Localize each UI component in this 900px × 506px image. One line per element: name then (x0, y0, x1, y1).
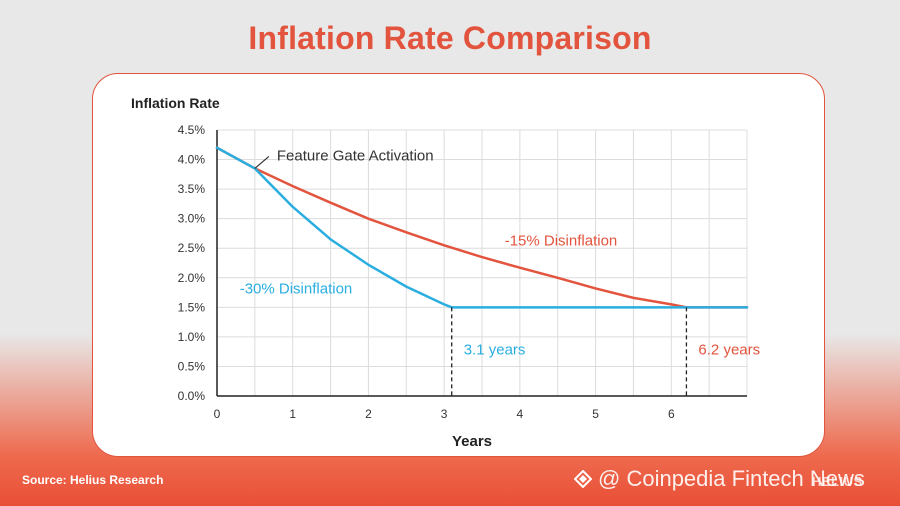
y-tick-label: 1.0% (178, 330, 206, 344)
y-tick-label: 3.0% (178, 212, 206, 226)
series-line-15-disinflation (215, 146, 749, 309)
label-30-disinflation: -30% Disinflation (240, 281, 353, 298)
y-axis-ticks: 0.0% 0.5% 1.0% 1.5% 2.0% 2.5% 3.0% 3.5% 4.0% 4.5% (178, 123, 206, 403)
chart-axes (216, 130, 747, 397)
x-tick-label: 4 (517, 407, 524, 421)
y-tick-label: 0.5% (178, 359, 206, 373)
y-tick-label: 4.0% (178, 153, 206, 167)
chart-annotations: Feature Gate Activation -15% Disinflation… (240, 147, 760, 396)
y-tick-label: 1.5% (178, 300, 206, 314)
y-axis-label: Inflation Rate (131, 95, 220, 111)
y-tick-label: 2.0% (178, 271, 206, 285)
x-tick-label: 1 (289, 407, 296, 421)
diamond-logo-icon (574, 470, 592, 488)
chart-series (215, 146, 749, 309)
label-6-2-years: 6.2 years (698, 342, 760, 359)
feature-gate-label: Feature Gate Activation (277, 147, 434, 164)
watermark: @ Coinpedia Fintech News (574, 466, 865, 492)
brand-logo: HELIUS (812, 474, 863, 489)
x-tick-label: 0 (214, 407, 221, 421)
y-tick-label: 0.0% (178, 389, 206, 403)
x-tick-label: 2 (365, 407, 372, 421)
x-tick-label: 3 (441, 407, 448, 421)
x-tick-label: 5 (592, 407, 599, 421)
x-axis-ticks: 0 1 2 3 4 5 6 (214, 407, 675, 421)
x-tick-label: 6 (668, 407, 675, 421)
watermark-text: @ Coinpedia Fintech News (598, 466, 865, 491)
chart-grid (216, 129, 748, 397)
page-title: Inflation Rate Comparison (248, 20, 652, 56)
label-3-1-years: 3.1 years (464, 342, 526, 359)
feature-gate-leader-line (254, 155, 270, 169)
x-axis-label: Years (452, 433, 492, 450)
chart-card: 0.0% 0.5% 1.0% 1.5% 2.0% 2.5% 3.0% 3.5% 4.0% 4.5%… (92, 73, 825, 457)
line-chart: 0.0% 0.5% 1.0% 1.5% 2.0% 2.5% 3.0% 3.5% 4.0% 4.5%… (131, 95, 760, 450)
label-15-disinflation: -15% Disinflation (505, 232, 618, 249)
y-tick-label: 2.5% (178, 241, 206, 255)
y-tick-label: 3.5% (178, 182, 206, 196)
series-line-30-disinflation (215, 146, 749, 309)
source-note: Source: Helius Research (22, 473, 164, 487)
y-tick-label: 4.5% (178, 123, 206, 137)
